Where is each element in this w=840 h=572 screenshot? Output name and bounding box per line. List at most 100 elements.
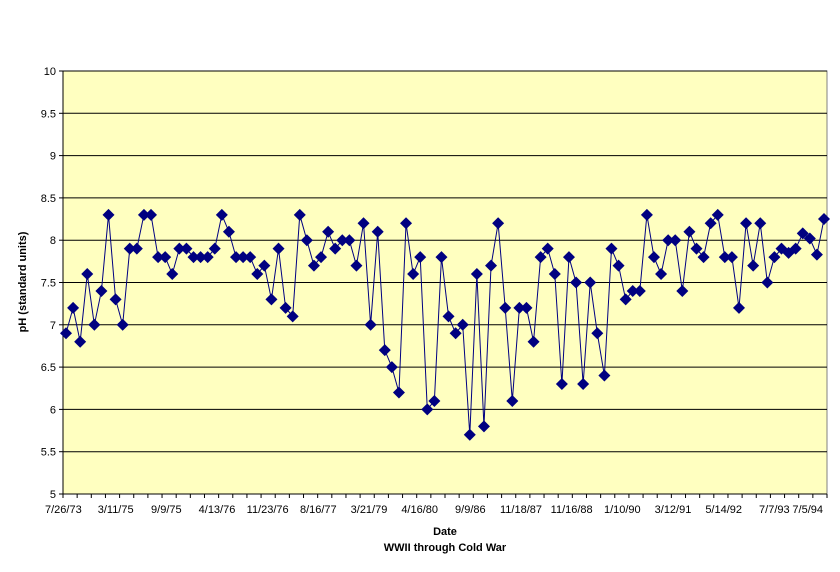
- data-point: [371, 225, 384, 238]
- x-tick-label: 8/16/77: [300, 504, 337, 516]
- data-point: [315, 251, 328, 264]
- x-tick-label: 4/13/76: [199, 504, 236, 516]
- y-tick-label: 8: [50, 235, 56, 247]
- data-point: [442, 310, 455, 323]
- data-point: [818, 213, 830, 226]
- data-point: [725, 251, 738, 264]
- data-point: [704, 217, 717, 230]
- data-point: [591, 327, 604, 340]
- data-point: [293, 208, 306, 221]
- data-point: [286, 310, 299, 323]
- data-point: [357, 217, 370, 230]
- x-tick-label: 9/9/75: [151, 504, 182, 516]
- data-point: [251, 268, 264, 281]
- data-point: [711, 208, 724, 221]
- data-point: [435, 251, 448, 264]
- data-point: [513, 301, 526, 314]
- data-point: [102, 208, 115, 221]
- x-tick-label: 11/23/76: [247, 504, 289, 516]
- y-tick-label: 5: [50, 489, 56, 501]
- data-point: [499, 301, 512, 314]
- data-point: [520, 301, 533, 314]
- data-point: [612, 259, 625, 272]
- data-point: [676, 284, 689, 297]
- data-point: [506, 394, 519, 407]
- data-point: [237, 251, 250, 264]
- data-point: [116, 318, 129, 331]
- x-tick-label: 3/21/79: [351, 504, 388, 516]
- data-point: [789, 242, 802, 255]
- data-point: [208, 242, 221, 255]
- data-point: [690, 242, 703, 255]
- data-point: [407, 268, 420, 281]
- data-point: [350, 259, 363, 272]
- data-point: [173, 242, 186, 255]
- data-point: [343, 234, 356, 247]
- data-point: [470, 268, 483, 281]
- x-tick-label: 11/18/87: [500, 504, 542, 516]
- data-point: [81, 268, 94, 281]
- x-tick-label: 11/16/88: [551, 504, 593, 516]
- data-point: [562, 251, 575, 264]
- data-point: [88, 318, 101, 331]
- data-point: [640, 208, 653, 221]
- data-point: [626, 284, 639, 297]
- data-point: [577, 378, 590, 391]
- data-point: [477, 420, 490, 433]
- data-point: [463, 428, 476, 441]
- data-point: [584, 276, 597, 289]
- data-point: [810, 248, 823, 261]
- data-point: [67, 301, 80, 314]
- y-tick-label: 7.5: [41, 278, 56, 290]
- data-point: [137, 208, 150, 221]
- data-point: [187, 251, 200, 264]
- y-tick-label: 9: [50, 151, 56, 163]
- data-point: [307, 259, 320, 272]
- data-point: [485, 259, 498, 272]
- data-point: [230, 251, 243, 264]
- data-point: [633, 284, 646, 297]
- grid-lines: [62, 70, 827, 495]
- data-point: [215, 208, 228, 221]
- data-point: [152, 251, 165, 264]
- y-tick-label: 6: [50, 404, 56, 416]
- data-point: [534, 251, 547, 264]
- data-point: [414, 251, 427, 264]
- x-tick-label: 7/5/94: [792, 504, 823, 516]
- data-point: [385, 361, 398, 374]
- data-point: [732, 301, 745, 314]
- data-point: [258, 259, 271, 272]
- data-point: [449, 327, 462, 340]
- data-point: [300, 234, 313, 247]
- data-point: [166, 268, 179, 281]
- data-point: [428, 394, 441, 407]
- x-axis-subtitle: WWII through Cold War: [384, 542, 507, 554]
- data-point: [768, 251, 781, 264]
- data-markers: [60, 208, 830, 441]
- data-point: [747, 259, 760, 272]
- data-point: [456, 318, 469, 331]
- y-axis-title: pH (standard units): [17, 231, 29, 332]
- data-point: [145, 208, 158, 221]
- y-axis-tick-labels: 5 5.5 6 6.5 7 7.5 8 8.5 9 9.5 10: [41, 66, 63, 501]
- data-point: [329, 242, 342, 255]
- data-point: [421, 403, 434, 416]
- data-point: [378, 344, 391, 357]
- data-point: [159, 251, 172, 264]
- data-point: [272, 242, 285, 255]
- data-point: [60, 327, 72, 340]
- data-point: [655, 268, 668, 281]
- data-point: [201, 251, 214, 264]
- data-point: [761, 276, 774, 289]
- y-tick-label: 9.5: [41, 108, 56, 120]
- y-tick-label: 7: [50, 320, 56, 332]
- x-axis-title: Date: [433, 526, 457, 538]
- data-point: [598, 369, 611, 382]
- data-point: [322, 225, 335, 238]
- data-point: [400, 217, 413, 230]
- data-point: [244, 251, 257, 264]
- data-point: [740, 217, 753, 230]
- data-point: [130, 242, 143, 255]
- data-point: [364, 318, 377, 331]
- data-point: [555, 378, 568, 391]
